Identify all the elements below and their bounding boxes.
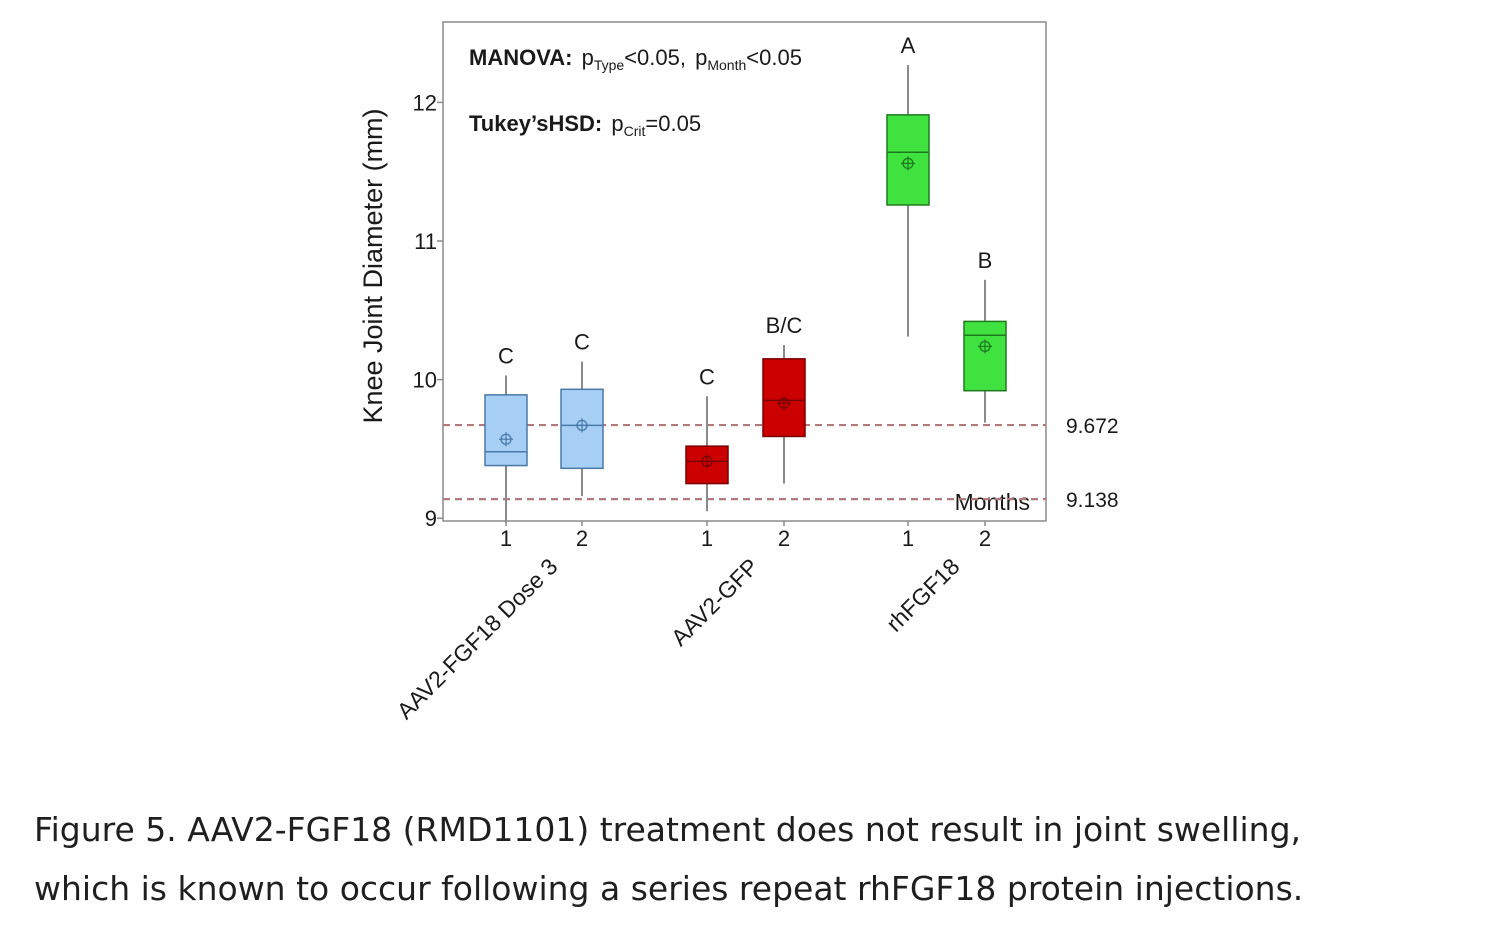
box-plot-chart: MANOVA: pType<0.05, pMonth<0.05 Tukey’sH… [358, 21, 1119, 724]
significance-letter: B/C [766, 313, 803, 338]
box-5: A [886, 33, 930, 337]
x-tick-label: 1 [701, 526, 713, 551]
group-label: rhFGF18 [881, 553, 964, 636]
significance-letter: A [901, 33, 916, 58]
box-2: C [560, 330, 604, 497]
box-6: B [963, 248, 1007, 423]
x-tick-label: 2 [576, 526, 588, 551]
box-3: C [685, 364, 729, 512]
group-label: AAV2-FGF18 Dose 3 [392, 553, 563, 724]
significance-letter: B [978, 248, 993, 273]
y-tick-label: 12 [413, 90, 437, 115]
y-tick-label: 10 [413, 368, 437, 393]
y-axis-label: Knee Joint Diameter (mm) [358, 108, 388, 423]
x-axis-label: Months [955, 489, 1030, 515]
y-tick-label: 9 [425, 506, 437, 531]
x-tick-label: 1 [902, 526, 914, 551]
reference-line-label: 9.138 [1066, 489, 1119, 512]
x-tick-label: 2 [979, 526, 991, 551]
significance-letter: C [574, 330, 590, 355]
significance-letter: C [498, 343, 514, 368]
figure-caption: Figure 5. AAV2-FGF18 (RMD1101) treatment… [34, 800, 1484, 918]
caption-line-2: which is known to occur following a seri… [34, 869, 1304, 908]
manova-annotation: MANOVA: pType<0.05, pMonth<0.05 [469, 45, 802, 73]
plot-frame [442, 21, 1047, 522]
group-label: AAV2-GFP [666, 553, 764, 651]
box-4: B/C [762, 313, 806, 484]
box-body [484, 394, 528, 467]
reference-line-label: 9.672 [1066, 415, 1119, 438]
box-body [963, 320, 1007, 392]
significance-letter: C [699, 364, 715, 389]
y-tick-label: 11 [414, 229, 437, 254]
x-tick-label: 1 [500, 526, 512, 551]
x-tick-label: 2 [778, 526, 790, 551]
tukey-annotation: Tukey’sHSD: pCrit=0.05 [469, 111, 701, 139]
box-1: C [484, 343, 528, 523]
caption-line-1: Figure 5. AAV2-FGF18 (RMD1101) treatment… [34, 810, 1302, 849]
